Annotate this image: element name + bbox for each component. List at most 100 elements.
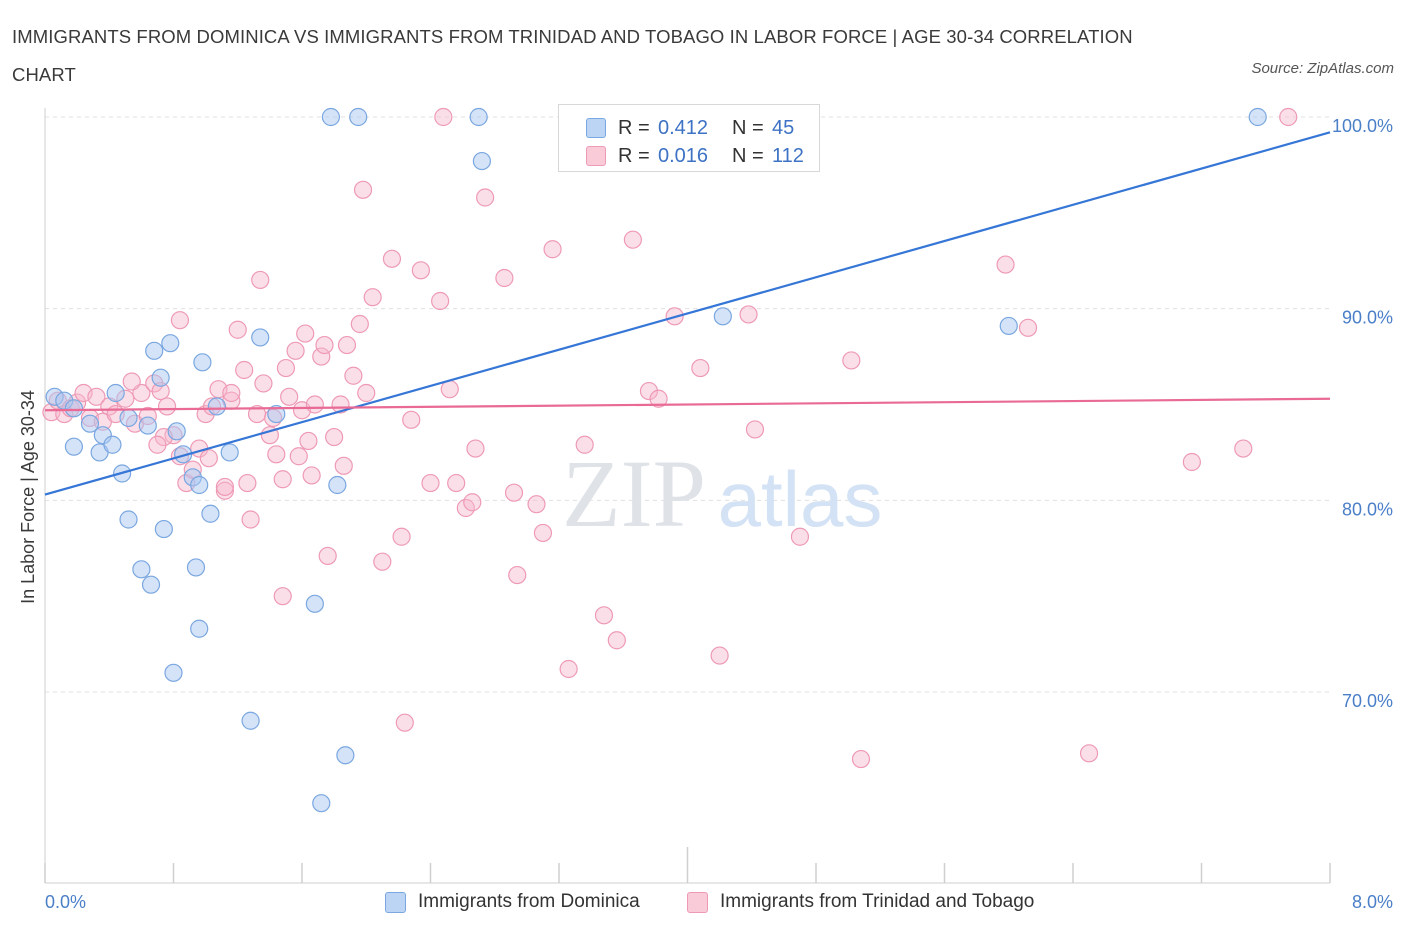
- data-point-trinidad: [318, 546, 337, 566]
- legend-r-value: 0.412: [658, 116, 709, 139]
- data-point-trinidad: [148, 435, 167, 454]
- data-point-trinidad: [476, 188, 495, 207]
- data-point-dominica: [154, 519, 173, 539]
- data-point-trinidad: [739, 305, 758, 324]
- bottom-legend-label-dominica: Immigrants from Dominica: [418, 891, 640, 912]
- legend-row-trinidad: R = 0.016 N = 112: [559, 142, 804, 170]
- data-point-trinidad: [710, 646, 729, 665]
- data-point-trinidad: [353, 180, 373, 199]
- data-point-trinidad: [691, 358, 710, 378]
- data-point-dominica: [1248, 107, 1267, 127]
- data-point-dominica: [186, 558, 206, 577]
- data-point-trinidad: [302, 466, 321, 485]
- data-point-dominica: [713, 307, 732, 326]
- x-tick-label: 8.0%: [1352, 892, 1393, 912]
- legend-swatch-blue: [586, 118, 606, 138]
- data-point-dominica: [472, 151, 491, 171]
- series-trinidad-points: [42, 107, 1298, 769]
- data-point-trinidad: [851, 749, 871, 769]
- data-point-trinidad: [842, 351, 861, 370]
- data-point-trinidad: [337, 335, 357, 355]
- data-point-trinidad: [434, 107, 453, 127]
- y-tick-label: 80.0%: [1342, 499, 1393, 519]
- data-point-trinidad: [357, 383, 376, 403]
- data-point-trinidad: [639, 381, 659, 401]
- data-point-trinidad: [1279, 107, 1298, 127]
- data-point-dominica: [161, 334, 180, 353]
- data-point-trinidad: [241, 510, 260, 529]
- data-point-trinidad: [392, 527, 411, 546]
- data-point-dominica: [336, 746, 355, 765]
- data-point-trinidad: [504, 483, 524, 502]
- data-point-trinidad: [533, 523, 553, 543]
- data-point-dominica: [220, 443, 239, 462]
- series-dominica-points: [45, 107, 1267, 813]
- bottom-legend-dominica: Immigrants from Dominica: [385, 888, 640, 916]
- data-point-dominica: [164, 663, 183, 682]
- data-point-trinidad: [254, 374, 273, 393]
- data-point-trinidad: [373, 552, 392, 571]
- data-point-trinidad: [325, 427, 344, 447]
- data-point-trinidad: [649, 389, 668, 408]
- trend-line-dominica: [44, 131, 1331, 496]
- tick-labels: 70.0% 80.0% 90.0% 100.0% 0.0% 8.0%: [45, 116, 1393, 912]
- data-point-trinidad: [215, 481, 234, 500]
- data-point-dominica: [201, 504, 220, 523]
- data-point-trinidad: [543, 240, 562, 259]
- data-point-dominica: [103, 435, 122, 454]
- data-point-trinidad: [267, 445, 286, 464]
- source-label: Source: ZipAtlas.com: [1251, 60, 1394, 77]
- data-point-trinidad: [466, 439, 485, 458]
- data-point-trinidad: [286, 341, 305, 360]
- data-point-dominica: [167, 422, 186, 441]
- bottom-legend-swatch-pink: [687, 891, 708, 913]
- data-point-trinidad: [623, 230, 642, 249]
- data-point-trinidad: [312, 347, 331, 366]
- data-point-trinidad: [402, 410, 421, 429]
- data-point-trinidad: [411, 261, 430, 280]
- legend-r-value: 0.016: [658, 144, 709, 167]
- legend-r-label: R =: [618, 116, 650, 139]
- data-point-dominica: [138, 416, 157, 435]
- data-point-dominica: [151, 368, 170, 387]
- data-point-trinidad: [122, 372, 141, 391]
- data-point-trinidad: [276, 358, 296, 378]
- trend-lines: [44, 131, 1331, 496]
- legend-n-value: 45: [772, 116, 795, 139]
- data-point-dominica: [999, 316, 1018, 336]
- data-point-dominica: [80, 414, 100, 433]
- data-point-trinidad: [607, 631, 626, 650]
- bottom-legend-swatch-blue: [385, 891, 406, 913]
- data-point-trinidad: [170, 311, 190, 330]
- data-point-trinidad: [527, 495, 546, 514]
- data-point-dominica: [106, 383, 125, 403]
- data-point-trinidad: [228, 320, 247, 339]
- data-point-trinidad: [575, 435, 594, 454]
- data-point-trinidad: [273, 587, 292, 606]
- legend-r-label: R =: [618, 144, 650, 167]
- data-point-trinidad: [495, 268, 514, 288]
- data-point-trinidad: [334, 456, 353, 475]
- data-point-trinidad: [1018, 318, 1038, 337]
- data-point-trinidad: [222, 383, 241, 403]
- data-point-dominica: [349, 107, 368, 127]
- legend-n-label: N =: [732, 144, 764, 167]
- data-point-dominica: [312, 794, 331, 813]
- data-point-trinidad: [996, 255, 1015, 274]
- data-point-trinidad: [431, 291, 450, 311]
- data-point-trinidad: [299, 431, 318, 451]
- data-point-trinidad: [1234, 439, 1253, 458]
- data-point-dominica: [132, 560, 151, 579]
- data-point-trinidad: [289, 447, 308, 466]
- bottom-legend-label-trinidad: Immigrants from Trinidad and Tobago: [720, 891, 1035, 912]
- data-point-trinidad: [559, 659, 578, 679]
- data-point-trinidad: [238, 473, 257, 493]
- x-tick-label: 0.0%: [45, 892, 86, 912]
- data-point-dominica: [119, 510, 138, 529]
- data-point-trinidad: [215, 477, 234, 497]
- y-axis-label: In Labor Force | Age 30-34: [18, 390, 38, 604]
- data-point-trinidad: [251, 270, 270, 290]
- legend-row-dominica: R = 0.412 N = 45: [559, 114, 794, 142]
- data-point-trinidad: [363, 288, 382, 307]
